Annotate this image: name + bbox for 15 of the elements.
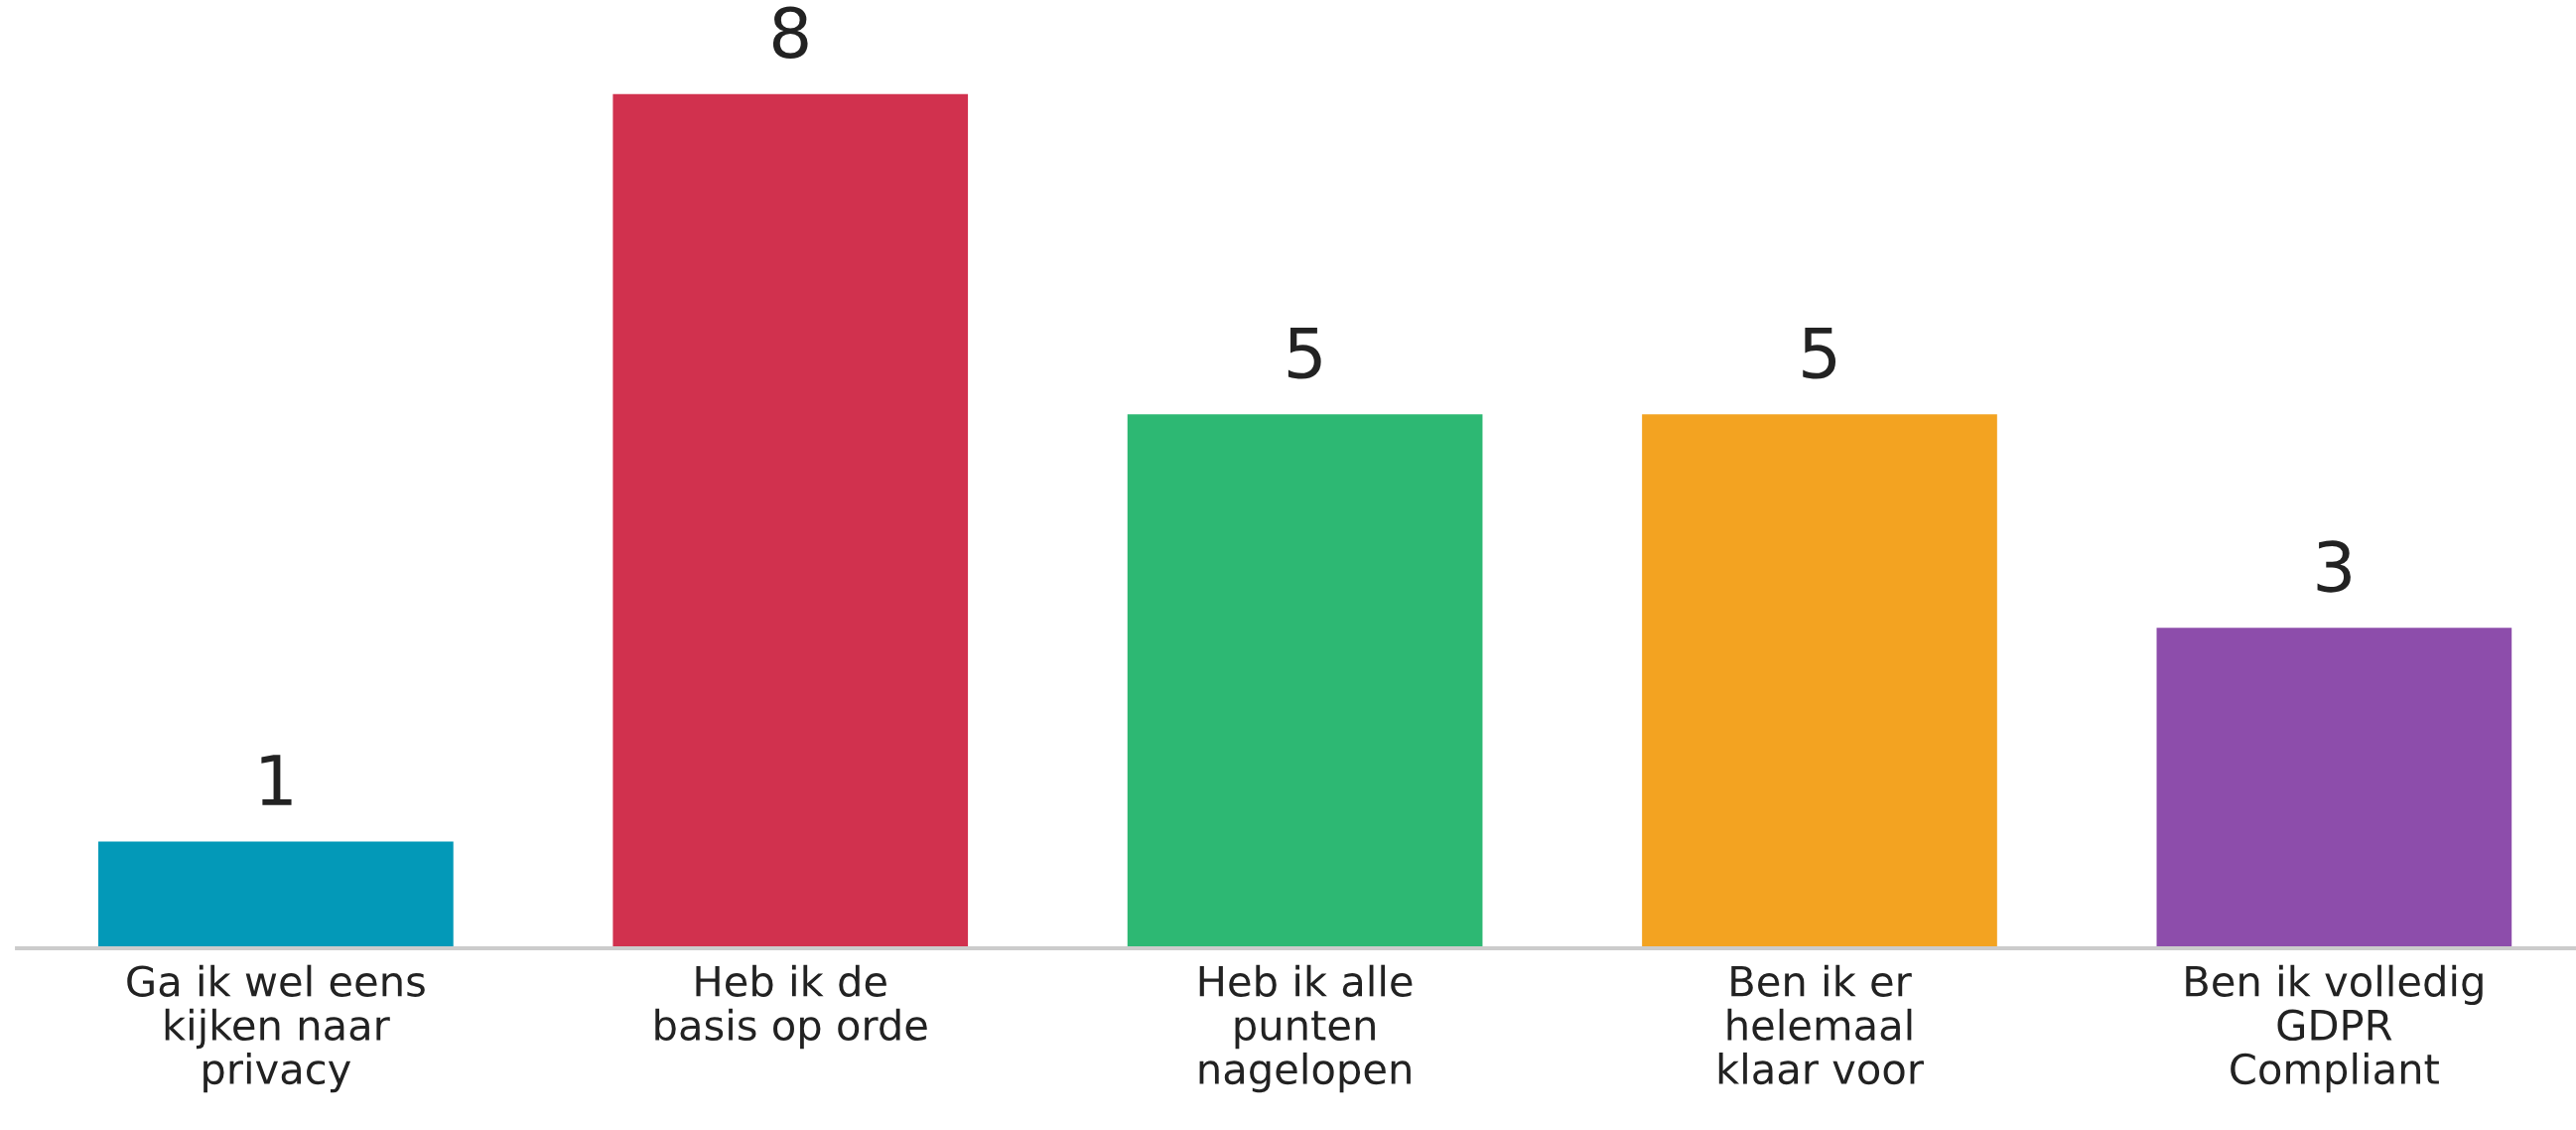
bar — [1127, 414, 1483, 949]
x-tick-label: Heb ik de basis op orde — [655, 964, 927, 1050]
x-tick-label: Ben ik er helemaal klaar voor — [1718, 964, 1924, 1085]
data-label: 5 — [1288, 327, 1321, 379]
data-label: 1 — [261, 755, 292, 805]
x-tick-label: Heb ik alle punten nagelopen — [1199, 964, 1413, 1093]
data-label: 8 — [772, 6, 808, 59]
bar — [1642, 414, 1997, 949]
bar — [2156, 628, 2512, 949]
bar — [98, 841, 454, 949]
data-label: 3 — [2317, 540, 2351, 593]
x-tick-label: Ben ik volledig GDPR Compliant — [2186, 964, 2483, 1093]
bar — [612, 93, 969, 949]
data-label: 5 — [1803, 327, 1836, 379]
x-tick-label: Ga ik wel eens kijken naar privacy — [127, 964, 425, 1093]
